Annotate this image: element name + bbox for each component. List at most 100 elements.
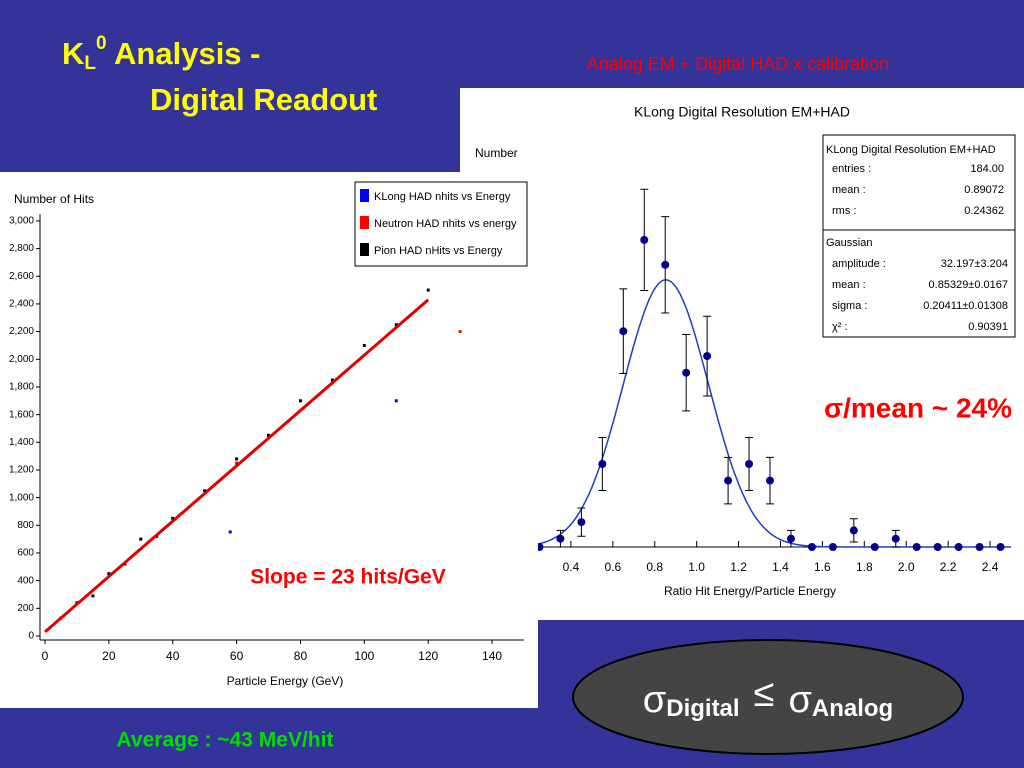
point [458,330,462,334]
x-tick-label: 1.0 [688,560,705,574]
sigma: σ [643,679,666,721]
x-tick-label: 2.2 [940,560,957,574]
point [975,543,984,551]
comparison: σDigital ≤ σAnalog [643,673,893,722]
fit-name: mean : [832,279,866,291]
y-tick-label: 3,000 [9,216,34,227]
point [849,526,858,535]
x-axis-title: Ratio Hit Energy/Particle Energy [664,584,836,598]
title-k: K [62,36,85,71]
x-tick-label: 140 [482,649,502,663]
y-tick-label: 400 [17,575,34,586]
comparison-oval [572,639,964,755]
left-chart: 02004006008001,0001,2001,4001,6001,8002,… [9,181,528,688]
point [870,543,879,551]
y-axis-title: Number [475,146,518,160]
digital: Digital [666,695,739,722]
point [703,352,712,361]
fit-value: 0.90391 [968,321,1008,333]
point [786,534,795,543]
title-sup: 0 [96,33,107,54]
x-tick-label: 80 [294,649,308,663]
point [171,516,175,520]
title-sub: L [84,53,96,74]
right-chart: 0.4 0.6 0.8 1.0 1.2 1.4 1.6 1.8 2.0 2.2 2.4 KLong D… [475,104,1016,598]
point [394,323,398,327]
y-tick-label: 2,800 [9,243,34,254]
average-note: Average : ~43 MeV/hit [117,729,334,752]
stats-box [822,134,1016,338]
x-tick-label: 0.8 [646,560,663,574]
stats-value: 0.89072 [964,184,1004,196]
y-tick-label: 1,200 [9,465,34,476]
point [891,534,900,543]
point [912,543,921,551]
point [298,399,302,403]
resolution-note: σ/mean ~ 24% [824,392,1012,423]
fit-name: sigma : [832,300,867,312]
y-axis-title: Number of Hits [14,192,94,206]
x-tick-label: 2.0 [898,560,915,574]
point [598,460,607,468]
fit-name: amplitude : [832,258,886,270]
title-rest: Analysis - [107,36,261,71]
y-tick-label: 2,200 [9,326,34,337]
legend-label: Pion HAD nHits vs Energy [374,245,503,257]
stats-title: KLong Digital Resolution EM+HAD [826,144,996,156]
fit-title: Gaussian [826,237,872,249]
point [91,594,95,598]
legend [354,181,528,267]
subtitle: Analog EM + Digital HAD x calibration [587,54,890,74]
point [745,460,754,468]
y-tick-label: 1,800 [9,382,34,393]
x-tick-label: 60 [230,649,244,663]
point [577,518,586,527]
y-tick-label: 2,000 [9,354,34,365]
point [933,543,942,551]
gaussian-fit [528,279,1011,548]
fit-value: 0.20411±0.01308 [923,300,1008,312]
point [235,461,239,465]
analog: Analog [812,695,893,722]
legend-label: KLong HAD nhits vs Energy [374,191,511,203]
point [807,543,816,551]
y-tick-label: 200 [17,603,34,614]
y-tick-label: 1,400 [9,437,34,448]
point [330,378,334,382]
y-tick-label: 1,000 [9,492,34,503]
slope-note: Slope = 23 hits/GeV [250,566,446,589]
stats-name: entries : [832,163,871,175]
point [228,530,232,534]
x-tick-label: 100 [354,649,374,663]
x-tick-label: 1.8 [856,560,873,574]
point [619,327,628,336]
le: ≤ [754,673,775,715]
point [766,476,774,485]
point [640,235,649,244]
point [996,543,1005,551]
x-tick-label: 1.4 [772,560,789,574]
y-tick-label: 800 [17,520,34,531]
slide-title-line2: Digital Readout [150,82,377,117]
point [235,457,239,461]
x-tick-label: 0.4 [563,560,580,574]
point [724,476,733,485]
point [828,543,837,551]
stats-value: 184.00 [970,163,1004,175]
point [107,572,111,576]
point [139,537,143,541]
fit-value: 32.197±3.204 [941,258,1008,270]
stats-value: 0.24362 [964,205,1004,217]
fit-name: χ² : [832,321,848,333]
x-tick-label: 0 [42,649,49,663]
y-tick-label: 2,400 [9,299,34,310]
slide-title: KL0 Analysis - [62,33,261,74]
legend-label: Neutron HAD nhits vs energy [374,218,517,230]
y-tick-label: 600 [17,548,34,559]
point [682,368,691,377]
x-tick-label: 120 [418,649,438,663]
legend-swatch [360,216,369,229]
point [203,489,207,493]
legend-swatch [360,189,369,202]
